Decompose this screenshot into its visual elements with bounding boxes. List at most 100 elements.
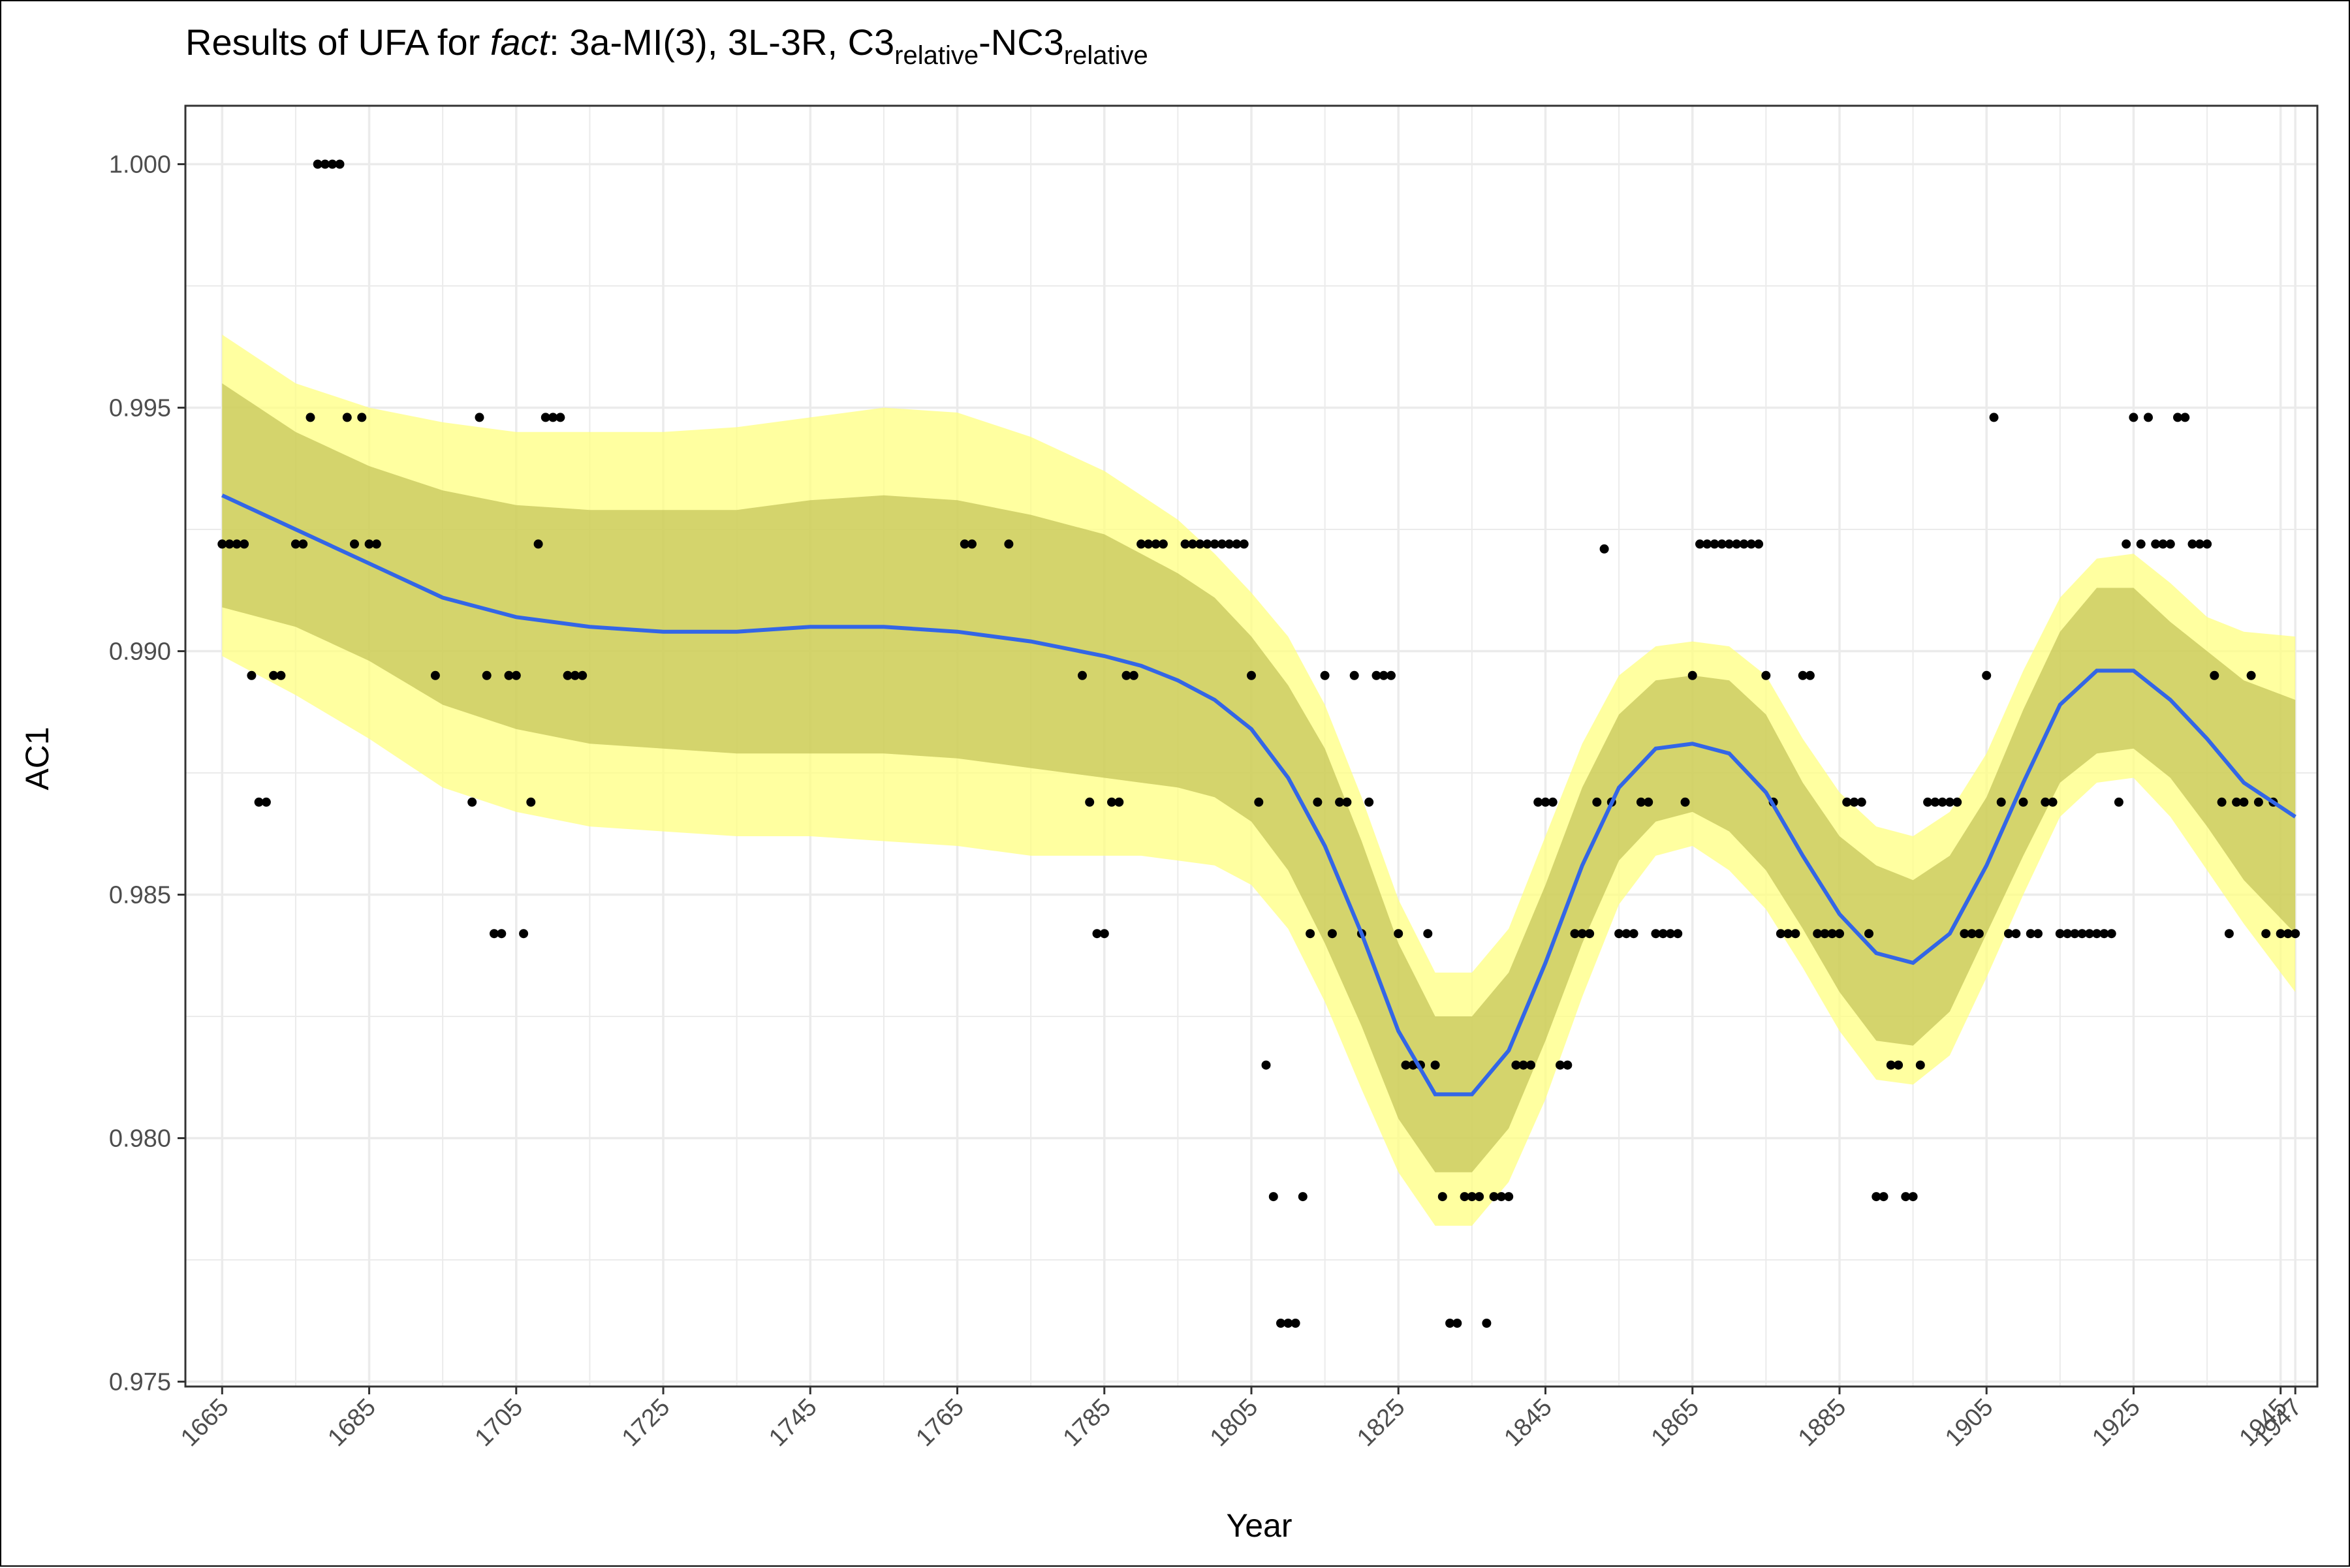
data-point [1585, 929, 1595, 939]
data-point [2011, 929, 2021, 939]
data-point [1151, 539, 1161, 549]
data-point [1187, 539, 1197, 549]
y-tick-label: 1.000 [109, 151, 171, 179]
data-point [364, 539, 374, 549]
data-point [342, 413, 352, 422]
data-point [1827, 929, 1837, 939]
data-point [276, 670, 286, 680]
data-point [1239, 539, 1249, 549]
data-point [350, 539, 359, 549]
data-point [526, 797, 536, 807]
data-point [2239, 797, 2249, 807]
data-point [2122, 539, 2131, 549]
data-point [1761, 670, 1771, 680]
data-point [1283, 1319, 1293, 1328]
title-subscript-1: relative [894, 41, 979, 70]
data-point [497, 929, 507, 939]
data-point [1952, 797, 1962, 807]
data-point [2187, 539, 2197, 549]
x-tick-label: 1885 [1793, 1394, 1851, 1452]
data-point [2129, 413, 2138, 422]
title-prefix: Results of UFA for [185, 22, 490, 63]
data-point [2151, 539, 2161, 549]
title-emphasis: fact [490, 22, 551, 63]
data-point [533, 539, 543, 549]
data-point [2099, 929, 2109, 939]
data-point [519, 929, 529, 939]
data-point [298, 539, 308, 549]
data-point [2217, 797, 2227, 807]
data-point [1129, 670, 1138, 680]
data-point [1144, 539, 1153, 549]
data-point [1783, 929, 1793, 939]
inner-confidence-band [222, 383, 2296, 1172]
data-point [1511, 1060, 1521, 1070]
data-point [578, 670, 588, 680]
data-point [2041, 797, 2050, 807]
x-tick-label: 1685 [322, 1394, 381, 1452]
data-point [1496, 1192, 1506, 1202]
data-point [1673, 929, 1683, 939]
data-point [1908, 1192, 1918, 1202]
y-tick-label: 0.995 [109, 395, 171, 422]
data-point [1680, 797, 1690, 807]
y-tick-label: 0.975 [109, 1369, 171, 1396]
data-point [1437, 1192, 1447, 1202]
x-tick-label: 1765 [911, 1394, 969, 1452]
data-point [1078, 670, 1087, 680]
data-point [2055, 929, 2065, 939]
x-tick-label: 1805 [1205, 1394, 1263, 1452]
data-point [2283, 929, 2293, 939]
data-point [1092, 929, 1102, 939]
data-point [430, 670, 440, 680]
data-point [1460, 1192, 1469, 1202]
data-point [2004, 929, 2013, 939]
data-point [563, 670, 572, 680]
data-point [548, 413, 558, 422]
data-point [1732, 539, 1742, 549]
data-point [1563, 1060, 1573, 1070]
data-point [1798, 670, 1808, 680]
data-point [1452, 1319, 1462, 1328]
data-point [1401, 1060, 1411, 1070]
data-point [1923, 797, 1933, 807]
data-point [2195, 539, 2204, 549]
data-point [357, 413, 367, 422]
data-point [1614, 929, 1624, 939]
data-point [1776, 929, 1785, 939]
data-point [2026, 929, 2035, 939]
data-point [1394, 929, 1403, 939]
x-axis-title: Year [1226, 1507, 1292, 1544]
x-tick-label: 1905 [1940, 1394, 1998, 1452]
data-point [1805, 670, 1815, 680]
data-point [232, 539, 242, 549]
data-point [240, 539, 249, 549]
data-point [1665, 929, 1675, 939]
data-point [1276, 1319, 1285, 1328]
data-point [1489, 1192, 1499, 1202]
data-point [2063, 929, 2073, 939]
data-point [1085, 797, 1095, 807]
data-point [1894, 1060, 1904, 1070]
data-point [1306, 929, 1315, 939]
data-point [2202, 539, 2212, 549]
data-point [1320, 670, 1330, 680]
x-tick-label: 1925 [2087, 1394, 2145, 1452]
data-point [2173, 413, 2182, 422]
data-point [475, 413, 484, 422]
data-point [1268, 1192, 1278, 1202]
data-point [1835, 929, 1844, 939]
data-point [1872, 1192, 1881, 1202]
data-point [2077, 929, 2087, 939]
data-point [1967, 929, 1977, 939]
data-point [1644, 797, 1653, 807]
title-subscript-2: relative [1064, 41, 1148, 70]
data-point [269, 670, 279, 680]
data-point [1945, 797, 1954, 807]
data-point [1695, 539, 1704, 549]
data-point [1210, 539, 1219, 549]
data-point [2232, 797, 2242, 807]
data-point [1475, 1192, 1484, 1202]
data-point [2144, 413, 2153, 422]
